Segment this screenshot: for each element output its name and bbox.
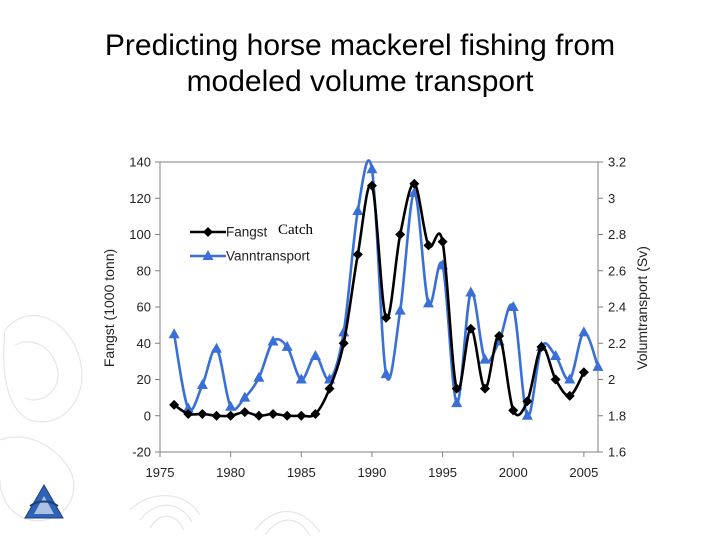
data-point-fangst — [352, 249, 363, 260]
y-right-tick-label: 3 — [608, 191, 615, 206]
legend-marker-vanntransport — [202, 250, 214, 260]
data-point-vanntransport — [550, 349, 562, 360]
y-right-tick-label: 2 — [608, 372, 615, 387]
data-point-fangst — [169, 399, 180, 410]
data-point-fangst — [381, 312, 392, 323]
y-left-tick-label: 60 — [137, 300, 151, 315]
data-point-fangst — [508, 405, 519, 416]
data-point-fangst — [211, 410, 222, 421]
y-right-tick-label: 2.2 — [608, 336, 626, 351]
data-point-vanntransport — [465, 286, 477, 297]
x-tick-label: 1980 — [216, 465, 245, 480]
data-point-fangst — [451, 383, 462, 394]
data-point-fangst — [310, 408, 321, 419]
data-point-fangst — [465, 323, 476, 334]
y-right-tick-label: 1.6 — [608, 445, 626, 460]
y-axis-left-label: Fangst (1000 tonn) — [101, 249, 117, 367]
data-point-fangst — [296, 410, 307, 421]
data-point-fangst — [522, 396, 533, 407]
data-point-vanntransport — [295, 373, 307, 384]
y-left-tick-label: 100 — [129, 227, 151, 242]
data-point-fangst — [479, 383, 490, 394]
x-tick-label: 1975 — [146, 465, 175, 480]
data-point-vanntransport — [507, 301, 519, 311]
data-point-vanntransport — [253, 371, 265, 382]
series-line-vanntransport — [172, 159, 600, 418]
x-tick-label: 1995 — [428, 465, 457, 480]
data-point-vanntransport — [352, 204, 364, 215]
y-right-tick-label: 2.4 — [608, 300, 626, 315]
data-point-vanntransport — [564, 373, 576, 384]
data-point-vanntransport — [479, 353, 491, 364]
data-point-vanntransport — [394, 304, 406, 315]
data-point-vanntransport — [451, 397, 463, 408]
data-point-vanntransport — [211, 342, 223, 353]
legend-marker-fangst — [203, 227, 213, 237]
y-axis-right-label: Volumtransport (Sv) — [634, 246, 650, 370]
data-point-vanntransport — [309, 349, 321, 360]
data-point-vanntransport — [521, 409, 533, 420]
data-point-vanntransport — [592, 360, 604, 371]
catch-annotation: Catch — [278, 222, 313, 238]
y-left-tick-label: -20 — [132, 445, 151, 460]
data-point-fangst — [578, 367, 589, 378]
data-point-fangst — [282, 410, 293, 421]
legend-label-fangst: Fangst — [226, 225, 268, 240]
data-point-fangst — [437, 236, 448, 247]
data-point-fangst — [395, 229, 406, 240]
data-point-vanntransport — [196, 378, 208, 389]
data-point-vanntransport — [267, 335, 279, 346]
data-point-vanntransport — [380, 368, 392, 379]
data-point-vanntransport — [182, 402, 194, 413]
data-point-fangst — [366, 180, 377, 191]
y-left-tick-label: 120 — [129, 191, 151, 206]
x-tick-label: 1990 — [357, 465, 386, 480]
data-point-vanntransport — [281, 340, 293, 351]
y-left-tick-label: 80 — [137, 263, 151, 278]
x-tick-label: 2005 — [569, 465, 598, 480]
data-point-fangst — [423, 240, 434, 251]
data-point-fangst — [536, 341, 547, 352]
slide-title: Predicting horse mackerel fishing from m… — [0, 28, 720, 100]
y-right-tick-label: 3.2 — [608, 155, 626, 170]
data-point-fangst — [197, 408, 208, 419]
data-point-vanntransport — [578, 326, 590, 337]
y-right-tick-label: 1.8 — [608, 408, 626, 423]
data-point-fangst — [494, 331, 505, 341]
data-point-fangst — [239, 407, 250, 418]
data-point-fangst — [550, 374, 561, 385]
data-point-vanntransport — [225, 400, 237, 411]
title-line-2: modeled volume transport — [186, 65, 534, 98]
legend-label-vanntransport: Vanntransport — [226, 249, 310, 264]
data-point-fangst — [324, 383, 335, 394]
y-left-tick-label: 140 — [129, 155, 151, 170]
data-point-vanntransport — [168, 328, 180, 339]
data-point-fangst — [338, 338, 349, 349]
data-point-vanntransport — [422, 297, 434, 308]
title-line-1: Predicting horse mackerel fishing from — [104, 29, 616, 62]
y-left-tick-label: 0 — [144, 408, 151, 423]
x-tick-label: 2000 — [499, 465, 528, 480]
institute-logo — [24, 483, 64, 519]
data-point-fangst — [409, 178, 420, 189]
y-left-tick-label: 40 — [137, 336, 151, 351]
data-point-fangst — [268, 408, 279, 419]
data-point-fangst — [564, 390, 575, 401]
y-left-tick-label: 20 — [137, 372, 151, 387]
y-right-tick-label: 2.8 — [608, 227, 626, 242]
x-tick-label: 1985 — [287, 465, 316, 480]
data-point-vanntransport — [239, 391, 251, 402]
y-right-tick-label: 2.6 — [608, 263, 626, 278]
data-point-fangst — [253, 410, 264, 421]
data-point-vanntransport — [366, 163, 378, 174]
data-point-fangst — [183, 408, 194, 419]
data-point-fangst — [225, 410, 236, 421]
